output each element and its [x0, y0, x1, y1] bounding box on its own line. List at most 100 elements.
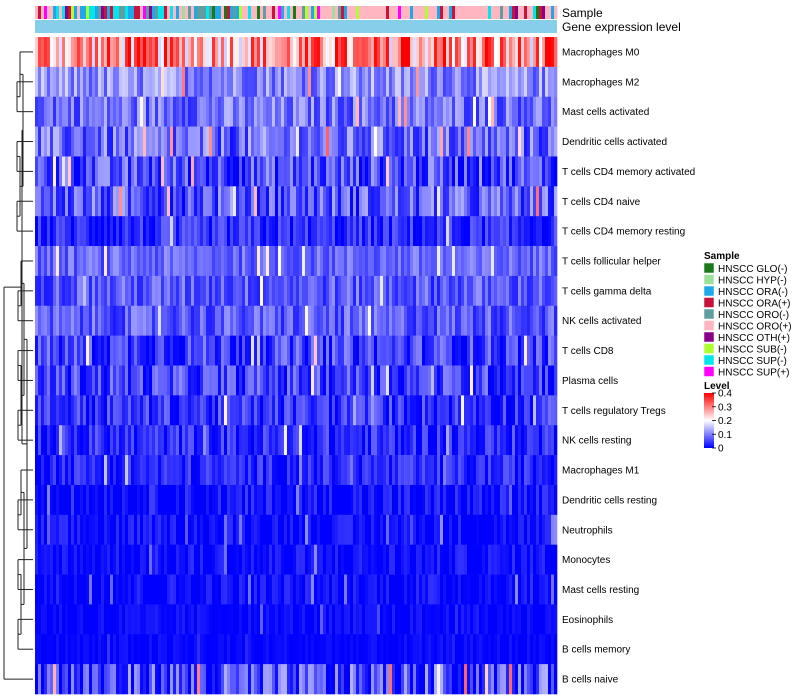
heatmap-cell	[89, 395, 93, 426]
heatmap-cell	[218, 484, 222, 516]
heatmap-cell	[314, 484, 318, 516]
heatmap-cell	[116, 634, 120, 665]
heatmap-cell	[467, 275, 471, 307]
heatmap-cell	[53, 604, 57, 635]
heatmap-cell	[458, 634, 462, 665]
heatmap-cell	[440, 484, 444, 516]
heatmap-cell	[431, 664, 435, 695]
heatmap-cell	[509, 634, 513, 665]
heatmap-cell	[401, 96, 405, 127]
heatmap-cell	[419, 37, 423, 68]
heatmap-cell	[101, 246, 105, 277]
heatmap-cell	[302, 425, 306, 456]
heatmap-cell	[116, 156, 120, 187]
heatmap-cell	[425, 634, 429, 665]
heatmap-cell	[539, 275, 543, 307]
heatmap-cell	[197, 246, 201, 277]
heatmap-cell	[452, 186, 456, 217]
heatmap-cell	[293, 395, 297, 426]
heatmap-cell	[137, 365, 141, 396]
heatmap-cell	[209, 335, 213, 366]
heatmap-cell	[341, 395, 345, 426]
heatmap-cell	[197, 514, 201, 545]
heatmap-cell	[464, 395, 468, 426]
heatmap-cell	[371, 634, 375, 665]
heatmap-cell	[95, 395, 99, 426]
heatmap-cell	[350, 246, 354, 277]
heatmap-cell	[320, 335, 324, 366]
heatmap-cell	[365, 305, 369, 336]
heatmap-cell	[491, 216, 495, 247]
heatmap-cell	[251, 66, 255, 98]
heatmap-cell	[224, 395, 228, 426]
sample-annotation-cell	[269, 6, 273, 19]
heatmap-cell	[125, 634, 129, 665]
heatmap-cell	[50, 186, 54, 217]
heatmap-cell	[269, 574, 273, 605]
heatmap-cell	[215, 37, 219, 68]
heatmap-cell	[350, 395, 354, 426]
heatmap-cell	[125, 425, 129, 456]
heatmap-cell	[119, 425, 123, 456]
heatmap-cell	[263, 604, 267, 635]
heatmap-cell	[41, 574, 45, 605]
heatmap-cell	[89, 664, 93, 695]
heatmap-cell	[386, 455, 390, 486]
heatmap-cell	[533, 574, 537, 605]
sample-annotation-cell	[470, 6, 474, 19]
heatmap-cell	[104, 365, 108, 396]
heatmap-cell	[371, 484, 375, 516]
heatmap-cell	[464, 275, 468, 307]
heatmap-cell	[254, 664, 258, 695]
heatmap-cell	[230, 335, 234, 366]
heatmap-cell	[71, 514, 75, 545]
heatmap-cell	[113, 544, 117, 575]
heatmap-cell	[368, 335, 372, 366]
heatmap-cell	[329, 305, 333, 336]
heatmap-cell	[164, 216, 168, 247]
heatmap-cell	[86, 37, 90, 68]
heatmap-cell	[197, 335, 201, 366]
heatmap-cell	[344, 216, 348, 247]
heatmap-cell	[59, 186, 63, 217]
heatmap-cell	[326, 335, 330, 366]
heatmap-cell	[158, 664, 162, 695]
heatmap-cell	[377, 634, 381, 665]
heatmap-cell	[320, 96, 324, 127]
heatmap-cell	[419, 365, 423, 396]
heatmap-cell	[440, 634, 444, 665]
heatmap-cell	[539, 634, 543, 665]
heatmap-cell	[197, 37, 201, 68]
heatmap-cell	[137, 514, 141, 545]
heatmap-cell	[140, 604, 144, 635]
heatmap-cell	[389, 216, 393, 247]
heatmap-cell	[320, 246, 324, 277]
heatmap-cell	[521, 126, 525, 157]
heatmap-cell	[281, 156, 285, 187]
heatmap-cell	[128, 305, 132, 336]
heatmap-cell	[416, 455, 420, 486]
heatmap-cell	[230, 305, 234, 336]
heatmap-cell	[410, 335, 414, 366]
heatmap-cell	[215, 484, 219, 516]
heatmap-cell	[158, 216, 162, 247]
heatmap-cell	[203, 664, 207, 695]
heatmap-cell	[245, 484, 249, 516]
heatmap-cell	[107, 604, 111, 635]
heatmap-cell	[416, 574, 420, 605]
heatmap-cell	[545, 544, 549, 575]
heatmap-cell	[89, 96, 93, 127]
heatmap-cell	[311, 335, 315, 366]
heatmap-cell	[293, 634, 297, 665]
heatmap-cell	[275, 365, 279, 396]
heatmap-cell	[305, 305, 309, 336]
heatmap-cell	[251, 365, 255, 396]
heatmap-cell	[527, 544, 531, 575]
heatmap-cell	[116, 96, 120, 127]
heatmap-cell	[41, 186, 45, 217]
heatmap-cell	[113, 484, 117, 516]
heatmap-cell	[446, 664, 450, 695]
heatmap-cell	[395, 544, 399, 575]
heatmap-cell	[68, 544, 72, 575]
